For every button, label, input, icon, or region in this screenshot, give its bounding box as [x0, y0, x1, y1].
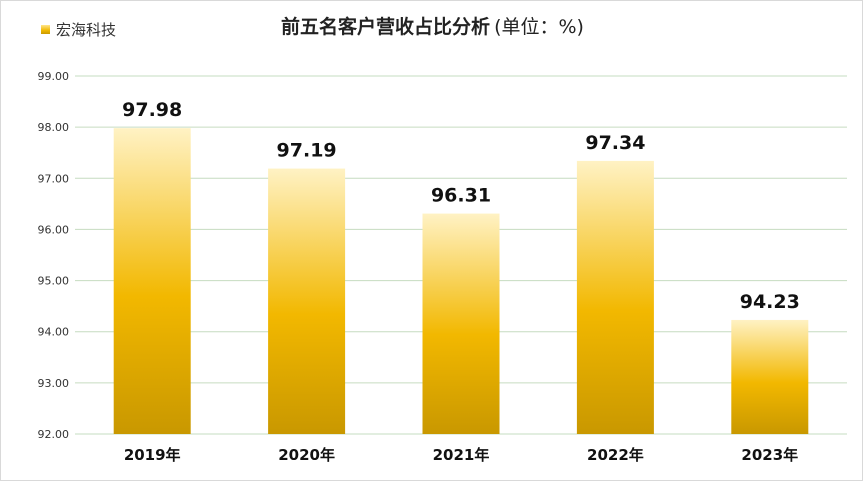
- x-tick-label: 2020年: [278, 446, 335, 464]
- data-label: 96.31: [431, 185, 491, 207]
- legend-swatch: [41, 25, 50, 34]
- bar: [422, 213, 500, 434]
- y-tick-label: 95.00: [38, 275, 70, 288]
- data-label: 97.19: [277, 140, 337, 162]
- bar: [113, 128, 191, 434]
- bar: [576, 160, 654, 434]
- bar: [731, 319, 809, 434]
- x-tick-label: 2023年: [741, 446, 798, 464]
- chart-title-unit: (单位：%): [494, 16, 584, 38]
- data-label: 97.34: [585, 132, 645, 154]
- data-label: 97.98: [122, 99, 182, 121]
- data-label: 94.23: [740, 291, 800, 313]
- chart-title: 前五名客户营收占比分析 (单位：%): [1, 12, 863, 39]
- y-tick-label: 97.00: [38, 172, 70, 185]
- legend: 宏海科技: [41, 19, 116, 40]
- y-tick-label: 99.00: [38, 70, 70, 83]
- x-tick-label: 2022年: [587, 446, 644, 464]
- y-tick-label: 92.00: [38, 428, 70, 441]
- y-tick-label: 98.00: [38, 121, 70, 134]
- bar: [268, 168, 346, 434]
- y-tick-label: 94.00: [38, 326, 70, 339]
- x-tick-label: 2021年: [433, 446, 490, 464]
- chart-title-main: 前五名客户营收占比分析: [281, 16, 491, 38]
- y-tick-label: 96.00: [38, 223, 70, 236]
- y-tick-label: 93.00: [38, 377, 70, 390]
- legend-label: 宏海科技: [56, 21, 117, 39]
- x-tick-label: 2019年: [124, 446, 181, 464]
